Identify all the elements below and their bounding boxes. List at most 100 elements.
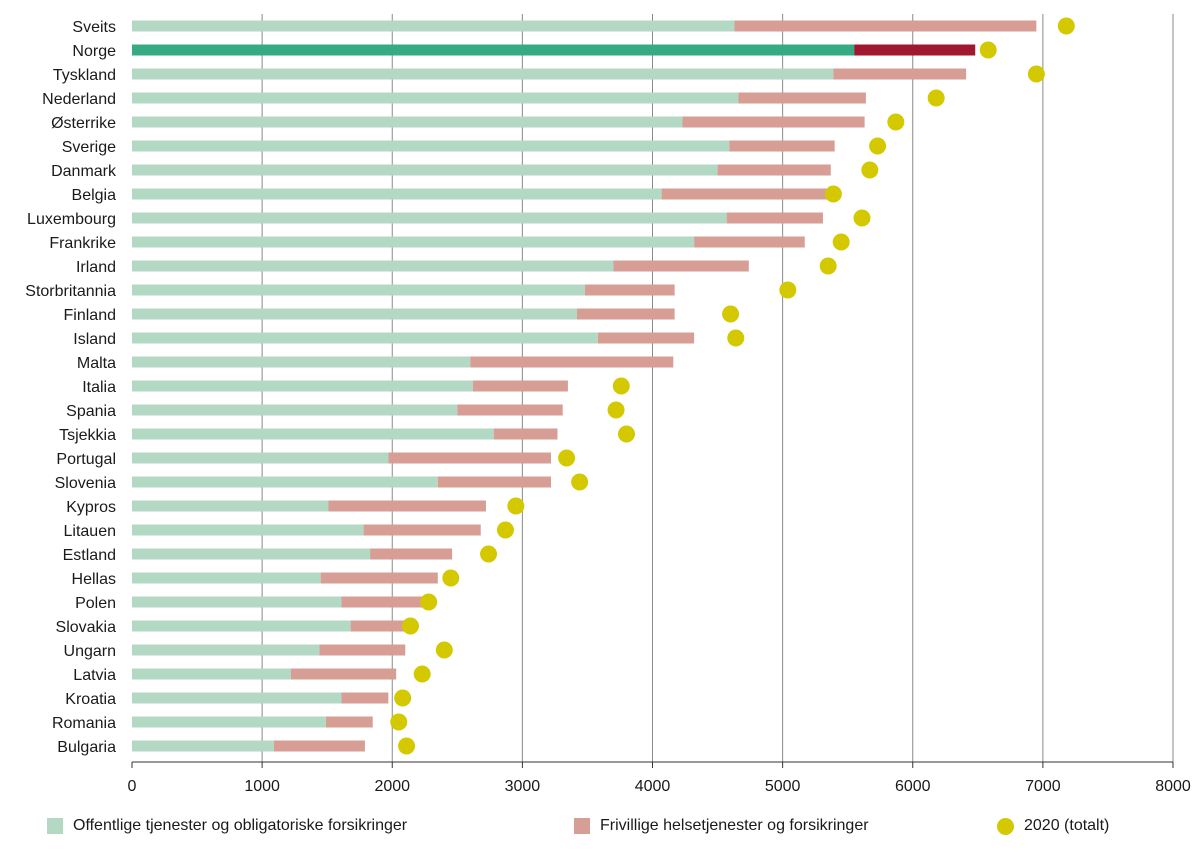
legend-label-public: Offentlige tjenester og obligatoriske fo… (73, 817, 408, 834)
bar-voluntary (319, 644, 406, 656)
bar-public (132, 404, 458, 416)
point-2020 (1057, 17, 1075, 35)
bar-voluntary (472, 380, 568, 392)
legend-item-public: Offentlige tjenester og obligatoriske fo… (47, 817, 407, 835)
category-label: Slovenia (55, 475, 116, 492)
category-label: Slovakia (56, 619, 117, 636)
category-label: Italia (82, 379, 116, 396)
point-2020 (435, 641, 453, 659)
point-2020 (571, 473, 589, 491)
category-label: Nederland (42, 91, 116, 108)
x-tick-label: 5000 (765, 778, 801, 795)
category-label: Danmark (51, 163, 117, 180)
category-label: Storbritannia (25, 283, 116, 300)
bar-voluntary (661, 188, 830, 200)
bar-voluntary (341, 692, 389, 704)
bar-voluntary (363, 524, 481, 536)
point-2020 (861, 161, 879, 179)
bar-public (132, 452, 389, 464)
category-label: Kroatia (65, 691, 116, 708)
bar-public (132, 548, 371, 560)
x-tick-label: 1000 (244, 778, 280, 795)
bar-public (132, 692, 342, 704)
bar-public (132, 500, 329, 512)
category-label: Romania (52, 715, 116, 732)
x-tick-label: 3000 (505, 778, 541, 795)
point-2020 (779, 281, 797, 299)
category-label: Latvia (73, 667, 116, 684)
point-2020 (869, 137, 887, 155)
point-2020 (927, 89, 945, 107)
bar-public (132, 284, 585, 296)
bar-public (132, 476, 438, 488)
bar-voluntary (577, 308, 675, 320)
category-label: Tyskland (53, 67, 116, 84)
bar-public (132, 116, 683, 128)
point-2020 (1027, 65, 1045, 83)
bar-public (132, 68, 834, 80)
category-label: Hellas (72, 571, 116, 588)
bar-public (132, 92, 739, 104)
category-label: Tsjekkia (59, 427, 116, 444)
bar-voluntary (584, 284, 675, 296)
point-2020 (722, 305, 740, 323)
bar-voluntary (350, 620, 406, 632)
bar-voluntary (493, 428, 558, 440)
category-label: Island (73, 331, 116, 348)
bar-voluntary (325, 716, 373, 728)
legend-swatch-2020 (997, 817, 1014, 835)
bar-public (132, 308, 578, 320)
bar-voluntary (717, 164, 831, 176)
bar-public (132, 524, 364, 536)
category-label: Ungarn (64, 643, 116, 660)
point-2020 (398, 737, 416, 755)
point-2020 (617, 425, 635, 443)
point-2020 (607, 401, 625, 419)
bar-public (132, 740, 274, 752)
bar-public (132, 260, 614, 272)
bar-public (132, 380, 473, 392)
point-2020 (612, 377, 630, 395)
point-2020 (979, 41, 997, 59)
bar-voluntary (320, 572, 438, 584)
point-2020 (832, 233, 850, 251)
bar-voluntary (597, 332, 695, 344)
category-label: Spania (66, 403, 116, 420)
bar-voluntary (726, 212, 823, 224)
category-label: Finland (64, 307, 116, 324)
point-2020 (507, 497, 525, 515)
bar-public (132, 620, 351, 632)
bar-public (132, 644, 320, 656)
bar-public (132, 572, 321, 584)
legend-label-voluntary: Frivillige helsetjenester og forsikringe… (600, 817, 869, 834)
point-2020 (824, 185, 842, 203)
category-label: Bulgaria (57, 739, 116, 756)
bar-public (132, 668, 291, 680)
legend-swatch-voluntary (574, 818, 590, 834)
bar-voluntary (833, 68, 967, 80)
point-2020 (401, 617, 419, 635)
bar-public (132, 44, 855, 56)
category-label: Kypros (66, 499, 116, 516)
legend-item-voluntary: Frivillige helsetjenester og forsikringe… (574, 817, 869, 835)
x-tick-label: 6000 (895, 778, 931, 795)
point-2020 (496, 521, 514, 539)
x-tick-label: 4000 (635, 778, 671, 795)
legend-item-2020: 2020 (totalt) (997, 817, 1109, 835)
legend-swatch-public (47, 818, 63, 834)
bar-public (132, 212, 727, 224)
bar-public (132, 428, 494, 440)
bar-public (132, 356, 471, 368)
bar-public (132, 716, 326, 728)
bar-public (132, 332, 598, 344)
bar-public (132, 236, 695, 248)
bar-voluntary (341, 596, 424, 608)
bar-voluntary (854, 44, 976, 56)
bar-voluntary (613, 260, 749, 272)
category-label: Irland (76, 259, 116, 276)
category-label: Belgia (72, 187, 117, 204)
category-label: Litauen (64, 523, 117, 540)
point-2020 (819, 257, 837, 275)
